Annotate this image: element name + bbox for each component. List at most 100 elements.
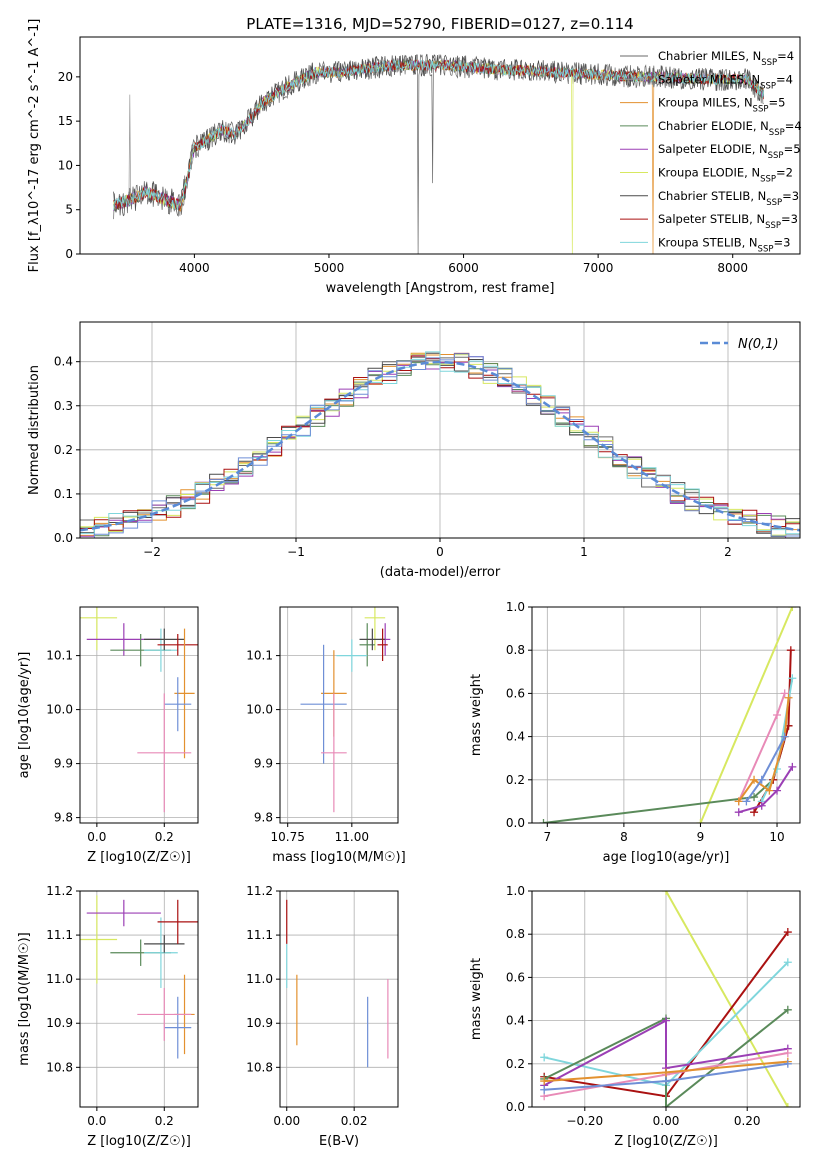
weight-point-marker [540,1085,549,1094]
y-tick-label: 0 [65,247,73,261]
weight-point-marker [750,793,759,802]
x-axis-label: age [log10(age/yr)] [603,850,730,865]
x-axis-label: Z [log10(Z/Z☉)] [87,1134,191,1149]
plot-area [540,891,792,1107]
y-axis-label: mass [log10(M/M☉)] [17,932,32,1065]
y-tick-label: 10.1 [246,649,273,663]
legend-nssp: =4 [776,72,793,86]
panel-mass_vs_Z: 0.0 0.2 10.8 10.9 11.0 11.1 11.2 Z [log10(Z/Z☉)… [17,884,199,1149]
y-tick-label: 11.1 [246,928,273,942]
y-tick-label: 9.8 [254,811,273,825]
weight-point-marker [780,732,789,741]
y-tick-label: 20 [58,70,73,84]
y-tick-label: 11.2 [246,884,273,898]
plot-area [80,351,800,538]
weight-point-marker [734,808,743,817]
x-tick-label: −2 [143,545,161,559]
legend-entry: N(0,1) [738,337,779,352]
weight-point-marker [783,1103,792,1107]
panel-spectrum: 4000 5000 6000 7000 8000 0 5 10 15 20 wavelength [… [27,19,802,296]
weight-point-marker [780,689,789,698]
weight-series-line [699,607,794,823]
x-tick-label: 0.00 [653,1114,680,1128]
x-axis-label: mass [log10(M/M☉)] [272,850,405,865]
x-tick-label: 4000 [179,261,210,275]
legend-entry: Salpeter STELIB, NSSP=3 [658,212,798,231]
legend-nssp: =2 [776,166,793,180]
weight-point-marker [742,797,751,806]
y-tick-label: 10.9 [246,1016,273,1030]
y-axis-label: mass weight [469,674,484,756]
y-tick-label: 0.8 [506,643,525,657]
x-tick-label: 8 [620,830,628,844]
x-tick-label: 11.00 [335,830,369,844]
weight-point-marker [784,693,793,702]
x-tick-label: 6000 [448,261,479,275]
weight-point-marker [662,1077,670,1086]
weight-point-marker [783,928,792,937]
y-tick-label: 0.6 [506,686,525,700]
y-tick-label: 11.0 [246,972,273,986]
weight-point-marker [783,958,792,967]
legend-nssp: =4 [777,49,794,63]
y-tick-label: 0.0 [506,816,525,830]
panel-weight_vs_Z: −0.20 0.00 0.20 0.0 0.2 0.4 0.6 0.8 1.0 Z [log10(… [469,884,801,1149]
y-tick-label: 0.0 [506,1100,525,1114]
panel-weight_vs_age: 7 8 9 10 0.0 0.2 0.4 0.6 0.8 1.0 age [log10(age/yr… [469,600,801,865]
x-tick-label: 0.2 [155,830,174,844]
y-tick-label: 15 [58,114,73,128]
weight-point-marker [773,711,782,719]
x-tick-label: 0 [436,545,444,559]
legend-nssp: =5 [784,142,801,156]
x-tick-label: 0.00 [273,1114,300,1128]
legend-entry: Chabrier STELIB, NSSP=3 [658,189,799,208]
weight-series-line [543,1018,788,1087]
weight-point-marker [757,801,766,810]
y-tick-label: 11.0 [46,972,73,986]
x-tick-label: 5000 [314,261,345,275]
weight-point-marker [786,646,795,655]
y-tick-label: 10 [58,158,73,172]
x-tick-label: −0.20 [566,1114,603,1128]
y-tick-label: 9.8 [54,811,73,825]
plot-area [539,607,797,823]
x-tick-label: 7 [543,830,551,844]
legend-entry: Salpeter ELODIE, NSSP=5 [658,142,801,161]
weight-point-marker [783,1049,792,1057]
x-tick-label: 0.20 [734,1114,761,1128]
axes-frame [79,890,199,1108]
y-tick-label: 9.9 [254,757,273,771]
y-tick-label: 0.4 [54,355,73,369]
histogram-series [80,353,800,538]
x-axis-label: wavelength [Angstrom, rest frame] [326,281,555,296]
weight-point-marker [540,1053,549,1062]
weight-point-marker [662,1016,670,1025]
weight-point-marker [788,674,797,683]
legend-subscript: SSP [753,105,769,115]
plot-area [113,53,765,254]
x-tick-label: 7000 [583,261,614,275]
weight-point-marker [734,797,743,806]
panel-age_vs_Z: 0.0 0.2 9.8 9.9 10.0 10.1 Z [log10(Z/Z☉)] age [… [17,606,199,865]
plot-area [286,899,389,1068]
x-axis-label: E(B-V) [319,1134,359,1149]
legend-nssp: =4 [785,119,802,133]
legend-entry: Chabrier MILES, NSSP=4 [658,49,794,68]
y-tick-label: 11.1 [46,928,73,942]
weight-point-marker [765,786,774,795]
y-tick-label: 0.6 [506,970,525,984]
weight-point-marker [662,1103,670,1107]
x-tick-label: 0.0 [87,1114,106,1128]
y-axis-label: mass weight [469,958,484,1040]
x-axis-label: Z [log10(Z/Z☉)] [614,1134,718,1149]
x-tick-label: 9 [697,830,705,844]
normal-curve [80,360,800,532]
weight-point-marker [757,775,766,784]
weight-point-marker [788,762,797,771]
y-tick-label: 0.1 [54,487,73,501]
weight-point-marker [783,1005,792,1014]
legend-subscript: SSP [761,58,777,68]
y-axis-label: Flux [f_λ10^-17 erg cm^-2 s^-1 A^-1] [27,19,42,273]
y-tick-label: 10.8 [246,1060,273,1074]
